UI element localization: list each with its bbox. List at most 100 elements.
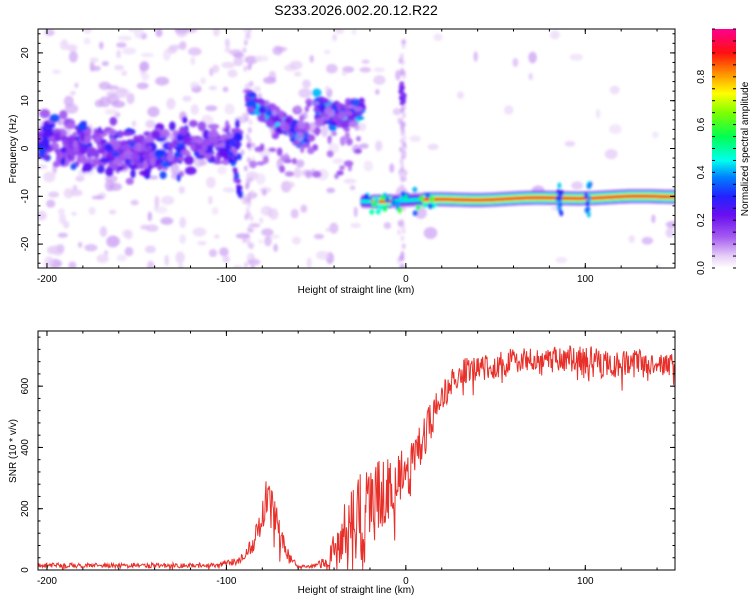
heatmap-blob-84	[214, 234, 220, 239]
heatmap-blob-110	[89, 57, 99, 63]
heatmap-blob-198	[293, 71, 302, 77]
heatmap-blob-1344	[310, 100, 320, 106]
heatmap-blob-427	[246, 157, 251, 164]
heatmap-blob-395	[246, 226, 251, 233]
heatmap-blob-820	[233, 132, 243, 142]
heatmap-blob-2123	[587, 195, 592, 202]
heatmap-blob-93	[608, 124, 622, 134]
heatmap-blob-690	[176, 173, 181, 182]
heatmap-blob-294	[105, 175, 118, 183]
heatmap-blob-213	[200, 77, 206, 85]
heatmap-blob-766	[96, 165, 105, 174]
heatmap-blob-224	[51, 69, 62, 75]
heatmap-blob-895	[236, 190, 242, 196]
heatmap-blob-1373	[400, 93, 406, 99]
heatmap-blob-416	[400, 263, 405, 268]
heatmap-blob-377	[247, 29, 252, 34]
heatmap-blob-248	[260, 205, 273, 216]
heatmap-blob-315	[140, 224, 150, 230]
heatmap-blob-194	[77, 241, 83, 248]
heatmap-blob-240	[147, 106, 160, 117]
heatmap-blob-1280	[321, 97, 329, 104]
heatmap-blob-825	[150, 158, 156, 167]
heatmap-blob-809	[182, 116, 188, 124]
heatmap-blob-153	[66, 44, 78, 52]
heatmap-blob-326	[399, 53, 404, 60]
heatmap-blob-29	[224, 103, 235, 115]
spectrogram-x-tick-label-2: 0	[403, 274, 409, 285]
heatmap-blob-95	[652, 131, 659, 139]
heatmap-blob-301	[160, 217, 174, 225]
heatmap-blob-550	[125, 177, 134, 185]
heatmap-blob-2104	[397, 207, 403, 214]
heatmap-blob-801	[41, 124, 54, 133]
heatmap-blob-386	[401, 243, 406, 250]
heatmap-blob-172	[175, 251, 185, 264]
heatmap-blob-257	[641, 236, 654, 245]
heatmap-blob-1359	[279, 154, 288, 159]
heatmap-blob-152	[178, 262, 184, 268]
colorbar-tick-label-1: 0.2	[696, 213, 707, 227]
heatmap-blob-852	[223, 151, 230, 161]
heatmap-blob-372	[402, 112, 406, 119]
heatmap-blob-421	[243, 39, 248, 46]
heatmap-blob-232	[289, 60, 303, 70]
heatmap-blob-430	[402, 175, 407, 182]
heatmap-blob-14	[233, 264, 242, 268]
heatmap-blob-242	[57, 208, 65, 215]
heatmap-blob-2120	[586, 183, 591, 189]
heatmap-blob-899	[229, 158, 235, 164]
heatmap-blob-261	[136, 82, 149, 90]
colorbar-tick-label-0: 0.0	[696, 261, 707, 275]
heatmap-blob-146	[63, 188, 74, 199]
heatmap-blob-120	[130, 199, 139, 206]
heatmap-blob-736	[167, 149, 174, 158]
heatmap-blob-96	[74, 82, 79, 89]
heatmap-blob-859	[218, 148, 224, 157]
heatmap-blob-160	[213, 29, 220, 37]
heatmap-blob-746	[79, 146, 87, 155]
heatmap-blob-187	[221, 61, 235, 69]
heatmap-blob-439	[248, 119, 253, 126]
heatmap-blob-211	[185, 29, 198, 33]
heatmap-blob-2086	[384, 197, 390, 203]
heatmap-blob-99	[122, 47, 137, 55]
heatmap-blob-319	[264, 236, 272, 247]
heatmap-blob-299	[106, 85, 119, 90]
heatmap-blob-247	[84, 244, 98, 252]
heatmap-blob-179	[233, 56, 244, 67]
heatmap-blob-51	[329, 222, 339, 234]
heatmap-blob-433	[244, 196, 249, 203]
heatmap-blob-835	[212, 143, 223, 148]
heatmap-blob-2094	[375, 208, 381, 215]
heatmap-blob-55	[456, 91, 464, 99]
heatmap-blob-1331	[264, 101, 271, 106]
heatmap-blob-300	[91, 65, 101, 71]
heatmap-blob-900	[234, 173, 240, 179]
heatmap-blob-24	[224, 38, 230, 48]
heatmap-blob-1086	[244, 89, 253, 94]
heatmap-blob-380	[400, 219, 405, 226]
heatmap-blob-855	[60, 147, 67, 154]
heatmap-blob-432	[399, 146, 403, 153]
heatmap-blob-1343	[270, 125, 276, 135]
heatmap-blob-2113	[559, 189, 564, 196]
snr-x-tick-label-1: -100	[216, 576, 236, 587]
heatmap-blob-844	[94, 136, 102, 141]
heatmap-blob-727	[197, 121, 207, 132]
heatmap-blob-345	[243, 262, 248, 268]
heatmap-blob-786	[53, 131, 61, 142]
heatmap-blob-896	[236, 185, 242, 191]
heatmap-blob-122	[326, 187, 336, 193]
heatmap-blob-298	[144, 245, 156, 254]
heatmap-blob-195	[124, 229, 133, 240]
heatmap-blob-1342	[343, 127, 351, 132]
heatmap-blob-265	[353, 206, 358, 218]
heatmap-blob-832	[151, 130, 161, 140]
heatmap-blob-157	[373, 67, 385, 73]
heatmap-blob-1306	[356, 136, 361, 142]
snr-frame	[37, 330, 676, 571]
snr-x-label: Height of straight line (km)	[298, 585, 415, 596]
heatmap-blob-278	[108, 182, 123, 191]
heatmap-blob-1299	[339, 136, 346, 146]
